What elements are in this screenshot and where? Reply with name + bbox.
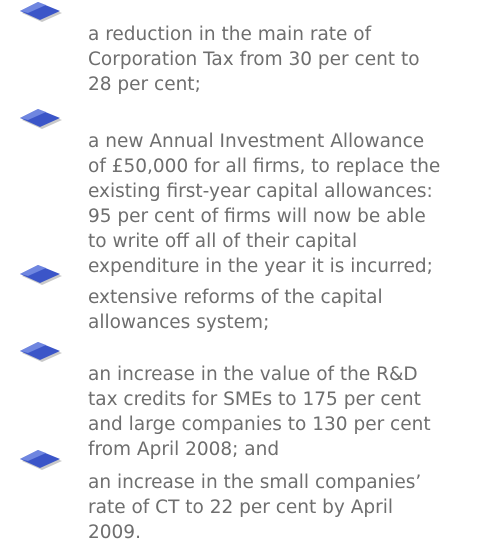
bullet-icon bbox=[16, 107, 64, 133]
bullet-text: a reduction in the main rate of Corporati… bbox=[88, 22, 420, 97]
bullet-text: a new Annual Investment Allowance of £50,… bbox=[88, 129, 440, 279]
text-line: an increase in the small companies’ bbox=[88, 472, 422, 493]
text-line: and large companies to 130 per cent bbox=[88, 414, 431, 435]
text-line: Corporation Tax from 30 per cent to bbox=[88, 49, 420, 70]
text-line: to write off all of their capital bbox=[88, 231, 358, 252]
bullet-icon bbox=[16, 448, 64, 474]
text-line: 28 per cent; bbox=[88, 74, 201, 95]
bullet-text: an increase in the small companies’ rate … bbox=[88, 470, 421, 545]
bullet-text: extensive reforms of the capital allowanc… bbox=[88, 285, 383, 335]
bullet-icon bbox=[16, 0, 64, 26]
bullet-text: an increase in the value of the R&D tax c… bbox=[88, 362, 431, 462]
text-line: rate of CT to 22 per cent by April bbox=[88, 497, 394, 518]
text-line: 95 per cent of firms will now be able bbox=[88, 206, 426, 227]
text-line: a reduction in the main rate of bbox=[88, 24, 372, 45]
text-line: extensive reforms of the capital bbox=[88, 287, 383, 308]
text-line: expenditure in the year it is incurred; bbox=[88, 256, 433, 277]
diamond bbox=[20, 265, 62, 285]
text-line: an increase in the value of the R&D bbox=[88, 364, 418, 385]
bullet-icon bbox=[16, 340, 64, 366]
text-line: allowances system; bbox=[88, 312, 270, 333]
diamond bbox=[20, 450, 62, 470]
text-line: a new Annual Investment Allowance bbox=[88, 131, 425, 152]
text-line: tax credits for SMEs to 175 per cent bbox=[88, 389, 421, 410]
text-line: of £50,000 for all firms, to replace the bbox=[88, 156, 441, 177]
diamond bbox=[20, 2, 62, 22]
text-line: 2009. bbox=[88, 522, 141, 543]
diamond bbox=[20, 342, 62, 362]
text-line: existing first-year capital allowances: bbox=[88, 181, 433, 202]
bullet-icon bbox=[16, 263, 64, 289]
text-line: from April 2008; and bbox=[88, 439, 280, 460]
diamond bbox=[20, 109, 62, 129]
